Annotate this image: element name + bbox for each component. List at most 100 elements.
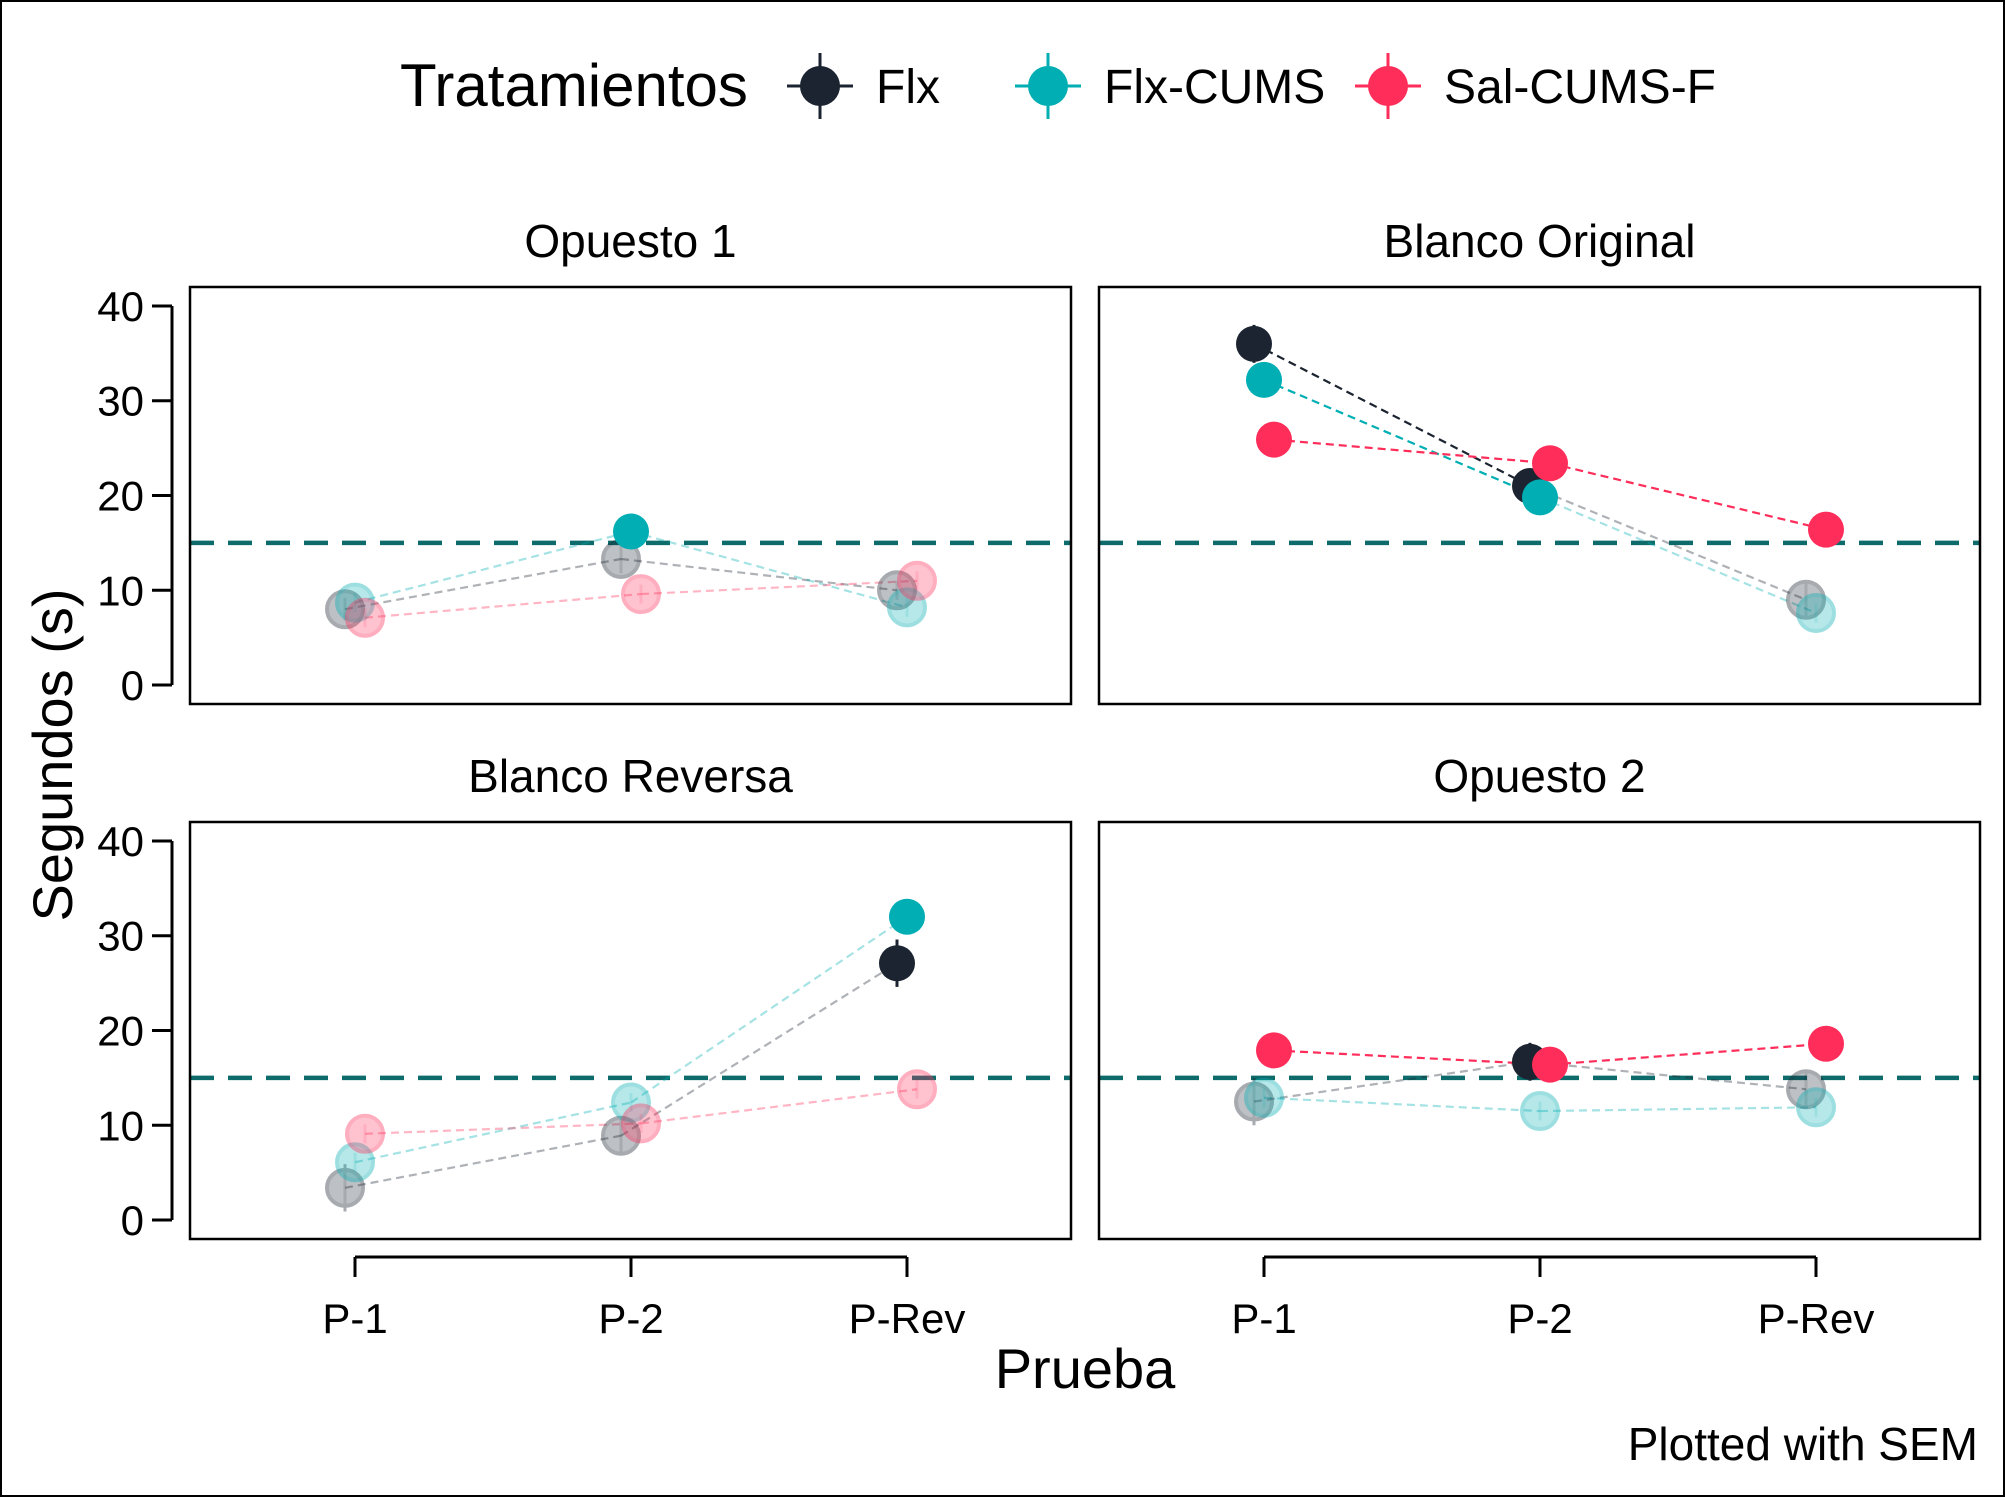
series-line-sal-cums-f bbox=[640, 579, 918, 596]
point-marker bbox=[1520, 1091, 1560, 1132]
panel-title: Opuesto 2 bbox=[1433, 750, 1645, 802]
point-marker bbox=[1796, 1087, 1836, 1128]
legend-label-flx: Flx bbox=[876, 61, 940, 114]
series-line-flx-cums bbox=[1539, 496, 1817, 615]
data-point-sal-cums-f-p-2 bbox=[621, 1103, 661, 1144]
point-marker bbox=[1234, 1081, 1274, 1122]
data-point-flx-p-rev bbox=[1786, 579, 1826, 620]
legend: Tratamientos Flx Flx-CUMS Sal-CUMS-F bbox=[400, 52, 1716, 119]
series-line-flx-cums bbox=[354, 1101, 632, 1164]
point-marker bbox=[879, 945, 915, 982]
x-tick-label: P-1 bbox=[322, 1295, 387, 1342]
panel-data bbox=[325, 898, 937, 1212]
data-point-sal-cums-f-p-1 bbox=[1256, 421, 1292, 458]
panel-border bbox=[1097, 820, 1982, 1241]
legend-item-sal-cums-f: Sal-CUMS-F bbox=[1355, 53, 1716, 119]
series-line-flx-cums bbox=[630, 530, 908, 609]
series-line-sal-cums-f bbox=[364, 592, 642, 619]
panel-data bbox=[325, 513, 937, 638]
point-marker bbox=[1522, 479, 1558, 516]
point-marker bbox=[1256, 421, 1292, 458]
y-tick-label: 20 bbox=[97, 1008, 144, 1055]
point-marker bbox=[621, 574, 661, 615]
legend-item-flx: Flx bbox=[787, 53, 940, 119]
panel-data bbox=[1236, 324, 1844, 634]
data-point-flx-cums-p-1 bbox=[335, 582, 375, 623]
point-marker bbox=[1532, 445, 1568, 482]
panel-title: Blanco Original bbox=[1384, 215, 1696, 267]
data-point-sal-cums-f-p-2 bbox=[621, 574, 661, 615]
y-tick-label: 10 bbox=[97, 567, 144, 614]
legend-title: Tratamientos bbox=[400, 52, 748, 119]
point-marker bbox=[325, 1167, 365, 1208]
point-marker bbox=[1244, 1077, 1284, 1118]
x-tick-label: P-Rev bbox=[1758, 1295, 1875, 1342]
data-point-flx-cums-p-rev bbox=[1796, 593, 1836, 634]
data-point-flx-cums-p-1 bbox=[1244, 1077, 1284, 1118]
data-point-sal-cums-f-p-1 bbox=[1256, 1032, 1292, 1069]
x-tick-label: P-2 bbox=[1507, 1295, 1572, 1342]
series-line-flx bbox=[1529, 485, 1807, 601]
point-marker bbox=[887, 587, 927, 628]
caption: Plotted with SEM bbox=[1628, 1418, 1978, 1470]
series-line-flx bbox=[1253, 1060, 1531, 1103]
series-line-flx bbox=[620, 557, 898, 592]
series-line-flx-cums bbox=[1263, 1096, 1541, 1113]
point-marker bbox=[1808, 1025, 1844, 1062]
data-point-flx-p-rev bbox=[1786, 1069, 1826, 1110]
data-point-sal-cums-f-p-2 bbox=[1532, 445, 1568, 482]
point-marker bbox=[1808, 511, 1844, 548]
y-tick-label: 0 bbox=[121, 1197, 144, 1244]
data-point-flx-cums-p-rev bbox=[887, 587, 927, 628]
y-tick-label: 30 bbox=[97, 913, 144, 960]
series-line-sal-cums-f bbox=[1549, 1042, 1827, 1066]
legend-label-flx-cums: Flx-CUMS bbox=[1104, 61, 1325, 114]
point-marker bbox=[1796, 593, 1836, 634]
data-point-sal-cums-f-p-1 bbox=[345, 1113, 385, 1154]
data-point-sal-cums-f-p-2 bbox=[1532, 1046, 1568, 1083]
point-marker bbox=[889, 898, 925, 935]
data-point-flx-p-1 bbox=[325, 589, 365, 630]
point-marker bbox=[1786, 1069, 1826, 1110]
data-point-flx-p-1 bbox=[325, 1164, 365, 1212]
data-point-flx-cums-p-1 bbox=[1246, 361, 1282, 398]
panel-border bbox=[188, 820, 1073, 1241]
y-tick-label: 40 bbox=[97, 283, 144, 330]
data-point-flx-p-1 bbox=[1236, 324, 1272, 363]
data-point-flx-cums-p-2 bbox=[1522, 479, 1558, 516]
data-point-flx-p-2 bbox=[601, 1115, 641, 1156]
point-marker bbox=[1236, 325, 1272, 362]
y-tick-label: 30 bbox=[97, 378, 144, 425]
series-line-flx-cums bbox=[1539, 1106, 1817, 1113]
y-tick-label: 10 bbox=[97, 1102, 144, 1149]
facet-panels: Opuesto 1 0 10 20 30 40 Blanco Original Blanco … bbox=[97, 215, 1982, 1342]
point-marker bbox=[345, 597, 385, 638]
legend-item-flx-cums: Flx-CUMS bbox=[1015, 53, 1325, 119]
data-point-sal-cums-f-p-rev bbox=[1808, 1025, 1844, 1062]
point-marker bbox=[897, 1069, 937, 1110]
point-marker bbox=[1246, 361, 1282, 398]
data-point-sal-cums-f-p-rev bbox=[897, 560, 937, 601]
data-point-sal-cums-f-p-rev bbox=[897, 1069, 937, 1110]
legend-key-point bbox=[1368, 66, 1408, 106]
data-point-flx-cums-p-rev bbox=[889, 898, 925, 935]
data-point-flx-cums-p-2 bbox=[611, 1082, 651, 1123]
panel-blanco-reversa: Blanco Reversa 0 10 20 30 40 P-1 P-2 P-Rev bbox=[97, 750, 1073, 1342]
point-marker bbox=[611, 1082, 651, 1123]
legend-key-point bbox=[1028, 66, 1068, 106]
series-line-flx bbox=[1529, 1060, 1807, 1091]
point-marker bbox=[1532, 1046, 1568, 1083]
series-line-flx-cums bbox=[1263, 378, 1541, 499]
data-point-sal-cums-f-p-1 bbox=[345, 597, 385, 638]
data-point-flx-p-rev bbox=[877, 570, 917, 611]
x-axis-title: Prueba bbox=[995, 1337, 1176, 1400]
point-marker bbox=[877, 570, 917, 611]
series-line-flx-cums bbox=[630, 915, 908, 1104]
series-line-flx-cums bbox=[354, 530, 632, 604]
series-line-flx bbox=[344, 557, 622, 611]
data-point-flx-cums-p-2 bbox=[1520, 1091, 1560, 1132]
data-point-sal-cums-f-p-rev bbox=[1808, 511, 1844, 548]
point-marker bbox=[601, 1115, 641, 1156]
series-line-sal-cums-f bbox=[364, 1122, 642, 1135]
point-marker bbox=[613, 513, 649, 550]
